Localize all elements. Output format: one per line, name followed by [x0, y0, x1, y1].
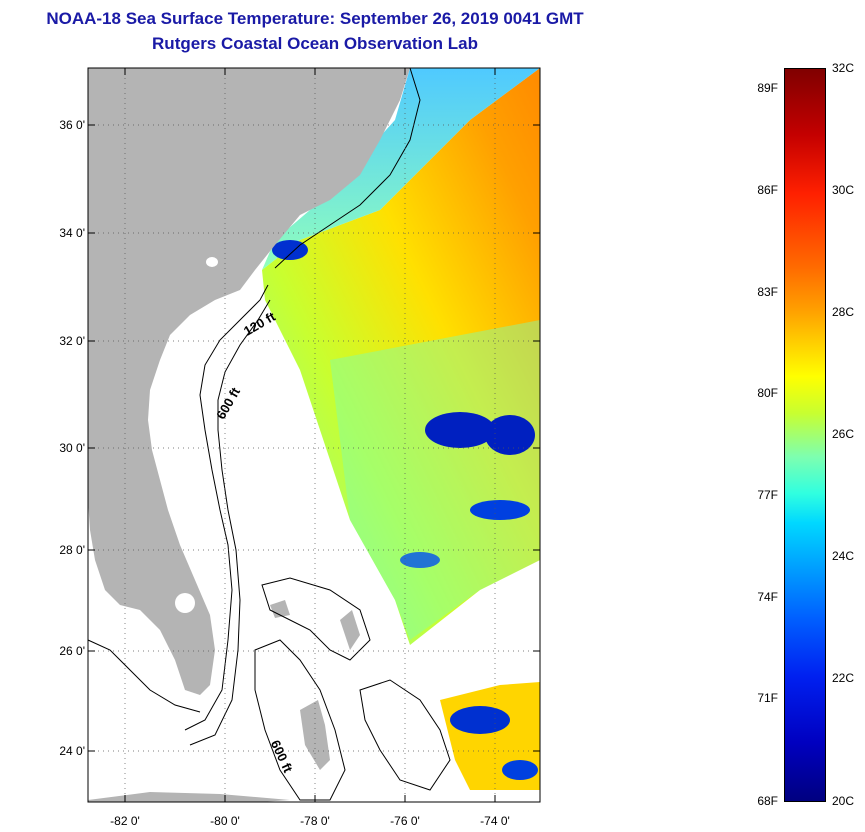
colorbar-f-label: 86F: [757, 183, 778, 197]
colorbar-f-label: 80F: [757, 386, 778, 400]
lat-label: 28 0': [59, 543, 85, 557]
colorbar-c-label: 22C: [832, 671, 855, 685]
colorbar-c-label: 24C: [832, 549, 855, 563]
sst-cool-patch: [330, 320, 540, 640]
cloud-patch: [485, 415, 535, 455]
lat-label: 26 0': [59, 644, 85, 658]
contour-bahamas: [254, 639, 346, 801]
lat-label: 30 0': [59, 441, 85, 455]
land-island: [300, 700, 330, 770]
contour-bahamas: [359, 679, 451, 791]
lon-label: -78 0': [300, 814, 330, 828]
colorbar-f-label: 77F: [757, 488, 778, 502]
map-border: [87, 67, 541, 803]
colorbar-f-label: 74F: [757, 590, 778, 604]
map-ticks: [88, 68, 540, 802]
lat-label: 32 0': [59, 334, 85, 348]
cloud-patch: [425, 412, 495, 448]
colorbar-c-label: 20C: [832, 794, 855, 808]
colorbar-f-label: 83F: [757, 285, 778, 299]
colorbar-c-label: 30C: [832, 183, 855, 197]
sst-swath: [262, 68, 540, 645]
colorbar-c-label: 32C: [832, 61, 855, 75]
colorbar-c-label: 26C: [832, 427, 855, 441]
contour-coast: [274, 67, 421, 269]
temperature-colorbar: [784, 68, 826, 802]
lon-label: -76 0': [390, 814, 420, 828]
contour-bahamas: [261, 577, 371, 661]
contour-south: [87, 639, 201, 713]
lake: [206, 257, 218, 267]
colorbar-f-label: 68F: [757, 794, 778, 808]
land-us-coast: [88, 68, 410, 695]
lon-label: -80 0': [210, 814, 240, 828]
contour-120ft: [184, 284, 269, 731]
lat-label: 24 0': [59, 744, 85, 758]
cloud-patch: [272, 240, 308, 260]
land-island: [270, 600, 290, 618]
land-cuba: [88, 792, 290, 802]
lake: [175, 593, 195, 613]
cloud-patch: [450, 706, 510, 734]
sst-coastal-band: [262, 68, 540, 270]
colorbar-f-label: 71F: [757, 691, 778, 705]
colorbar-f-label: 89F: [757, 81, 778, 95]
land-island: [340, 610, 360, 650]
cloud-patch: [502, 760, 538, 780]
lat-label: 36 0': [59, 118, 85, 132]
map-subtitle: Rutgers Coastal Ocean Observation Lab: [152, 34, 478, 53]
contour-600ft: [189, 299, 271, 746]
cloud-patch: [470, 500, 530, 520]
map-grid: [88, 68, 540, 802]
lat-label: 34 0': [59, 226, 85, 240]
cloud-patch: [400, 552, 440, 568]
lon-label: -74 0': [480, 814, 510, 828]
lon-label: -82 0': [110, 814, 140, 828]
map-title: NOAA-18 Sea Surface Temperature: Septemb…: [46, 9, 584, 28]
colorbar-c-label: 28C: [832, 305, 855, 319]
